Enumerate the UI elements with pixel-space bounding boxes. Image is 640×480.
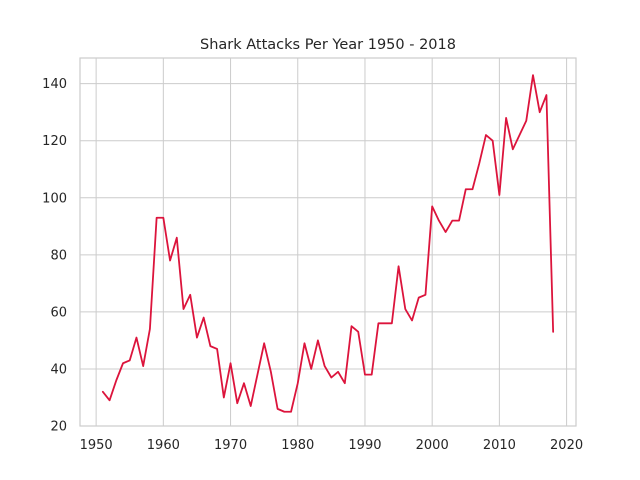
x-tick-label: 1960 — [147, 438, 180, 453]
x-tick-label: 1980 — [281, 438, 314, 453]
x-tick-label: 1950 — [80, 438, 113, 453]
x-tick-label: 1970 — [214, 438, 247, 453]
y-tick-label: 20 — [50, 420, 67, 435]
y-tick-label: 40 — [50, 362, 67, 377]
chart-title: Shark Attacks Per Year 1950 - 2018 — [200, 37, 456, 53]
plot-frame — [79, 57, 577, 427]
series-layer — [101, 74, 555, 413]
x-tick-label: 1990 — [348, 438, 381, 453]
x-tick-label: 2010 — [483, 438, 516, 453]
series-line — [101, 74, 555, 413]
tick-labels: 1950 1960 1970 1980 1990 2000 2010 202020406080… — [42, 77, 583, 453]
x-tick-label: 2020 — [550, 438, 583, 453]
y-tick-label: 80 — [50, 248, 67, 263]
y-tick-label: 60 — [50, 305, 67, 320]
x-tick-label: 2000 — [416, 438, 449, 453]
y-tick-label: 120 — [42, 134, 67, 149]
y-tick-label: 140 — [42, 77, 67, 92]
y-tick-label: 100 — [42, 191, 67, 206]
